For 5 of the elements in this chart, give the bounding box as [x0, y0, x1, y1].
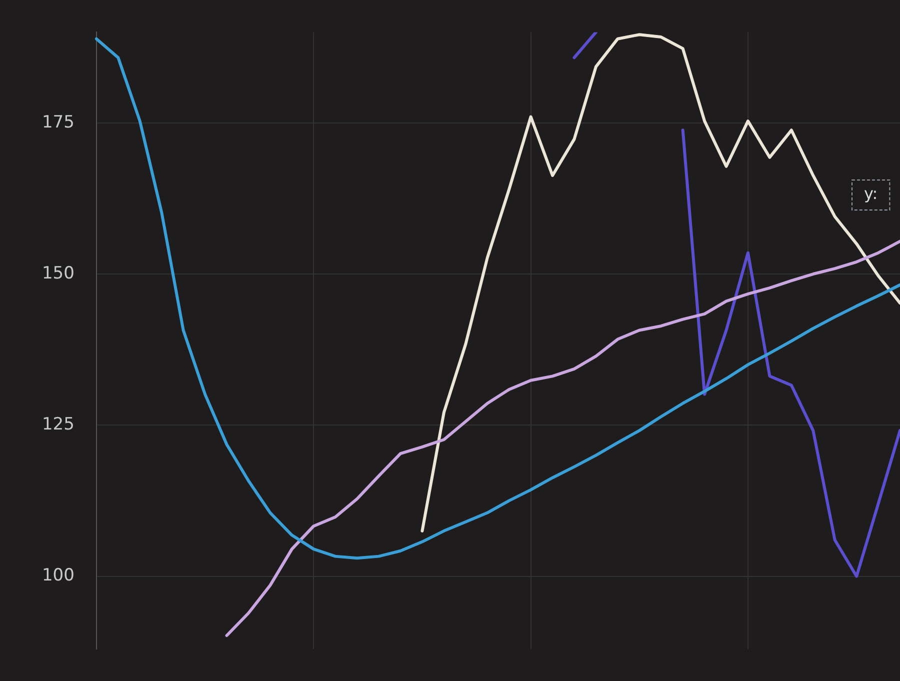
y-tick-label: 175	[42, 112, 74, 132]
y-tick-label: 125	[42, 414, 74, 435]
y-tick-label: 150	[42, 263, 74, 284]
annotation: y:	[864, 184, 878, 204]
y-tick-label: 100	[42, 566, 74, 586]
